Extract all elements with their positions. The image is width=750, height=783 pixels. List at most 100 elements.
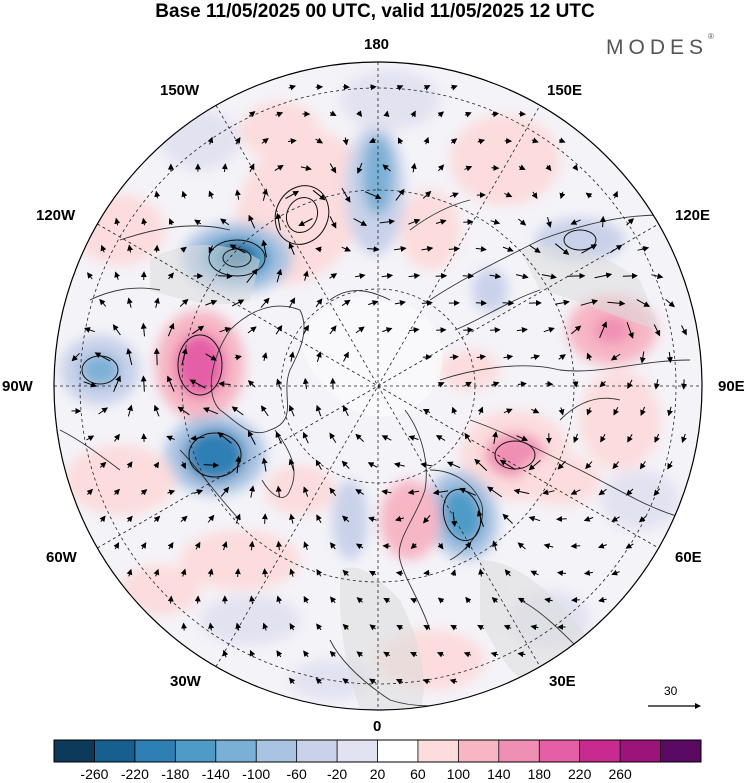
wind-vector [312, 189, 326, 201]
wind-vector [667, 461, 673, 470]
lon-label-120w: 120W [36, 207, 76, 224]
wind-vector [194, 595, 201, 604]
wind-vector [432, 489, 449, 496]
map-boundary [53, 61, 703, 711]
wind-vector [189, 379, 206, 389]
wind-vector [168, 218, 175, 226]
lon-label-180: 180 [364, 36, 390, 53]
wind-vector [262, 568, 268, 577]
wind-vector [422, 514, 431, 524]
wind-vector [355, 273, 366, 279]
wind-vector [235, 622, 242, 631]
wind-vector [637, 245, 650, 252]
anomaly-blob [450, 115, 560, 205]
wind-vector [580, 299, 599, 306]
wind-vector [194, 219, 202, 226]
wind-vector [369, 137, 377, 143]
wind-vector [179, 298, 189, 307]
wind-vector [235, 455, 242, 474]
wind-vector [260, 297, 270, 308]
wind-vector [153, 297, 160, 308]
wind-vector [409, 327, 420, 334]
wind-vector [369, 624, 377, 631]
wind-vector [98, 407, 109, 415]
wind-vector [217, 273, 233, 280]
wind-vector [449, 678, 458, 685]
wind-vector [586, 352, 593, 361]
wind-vector [410, 598, 417, 604]
wind-vector [396, 624, 403, 631]
colorbar-swatch [175, 740, 217, 762]
wind-vector [558, 407, 565, 416]
wind-vector [316, 568, 323, 577]
wind-vector [408, 272, 421, 279]
colorbar-swatch [498, 740, 540, 762]
colorbar-swatch [215, 740, 257, 762]
wind-vector [100, 244, 107, 253]
wind-vector [329, 325, 337, 335]
wind-vector [395, 570, 404, 577]
wind-vector [113, 375, 121, 392]
wind-vector [302, 324, 309, 335]
wind-vector [609, 244, 623, 254]
wind-vector [517, 381, 527, 388]
wind-vector [379, 218, 395, 225]
wind-vector [516, 327, 528, 333]
colorbar-tick-label: 60 [410, 766, 426, 782]
wind-vector [474, 458, 488, 471]
wind-vector [531, 137, 539, 144]
wind-vector [84, 327, 95, 333]
wind-vector [554, 243, 570, 255]
wind-vector [113, 488, 120, 496]
wind-vector [153, 244, 160, 253]
wind-vector [607, 300, 626, 307]
wind-vector [205, 299, 218, 306]
wind-vector [636, 299, 650, 307]
wind-vector [112, 324, 121, 336]
wind-vector [342, 623, 350, 631]
anomaly-blob [520, 455, 600, 505]
wind-vector [302, 431, 309, 444]
wind-vector [177, 406, 190, 416]
wind-vector [288, 458, 295, 471]
wind-vector [262, 622, 269, 631]
wind-vector [599, 215, 606, 228]
wind-vector [382, 164, 391, 172]
wind-vector [166, 375, 175, 392]
anomaly-blob [594, 316, 630, 344]
wind-vector [126, 568, 133, 577]
wind-vector [513, 488, 530, 495]
wind-vector [503, 624, 512, 631]
wind-vector [531, 191, 538, 199]
anomaly-blob [600, 470, 680, 530]
wind-vector [167, 595, 174, 604]
wind-vector [303, 595, 310, 604]
wind-vector [450, 569, 457, 576]
wind-vector [515, 273, 529, 280]
wind-vector [329, 273, 338, 279]
wind-vector [367, 462, 378, 468]
wind-vector [86, 435, 95, 442]
wind-vector [316, 514, 322, 524]
wind-vector [99, 461, 107, 469]
wind-vector [528, 459, 541, 471]
wind-vector [140, 322, 147, 337]
wind-vector [478, 568, 485, 577]
wind-vector [502, 513, 513, 524]
wind-vector [303, 541, 310, 550]
colorbar-tick-label: 180 [527, 766, 551, 782]
wind-vector [423, 625, 430, 631]
wind-vector [329, 650, 337, 658]
wind-vector [218, 380, 231, 387]
colorbar-swatch [256, 740, 298, 762]
wind-vector [231, 406, 244, 416]
wind-vector [613, 407, 619, 416]
wind-vector [545, 164, 552, 172]
wind-vector [302, 270, 309, 281]
wind-vector [451, 511, 458, 527]
wind-vector [464, 541, 472, 550]
wind-vector [167, 542, 174, 550]
wind-vector [194, 541, 201, 550]
wind-vector [423, 569, 430, 576]
wind-vector [558, 137, 566, 144]
